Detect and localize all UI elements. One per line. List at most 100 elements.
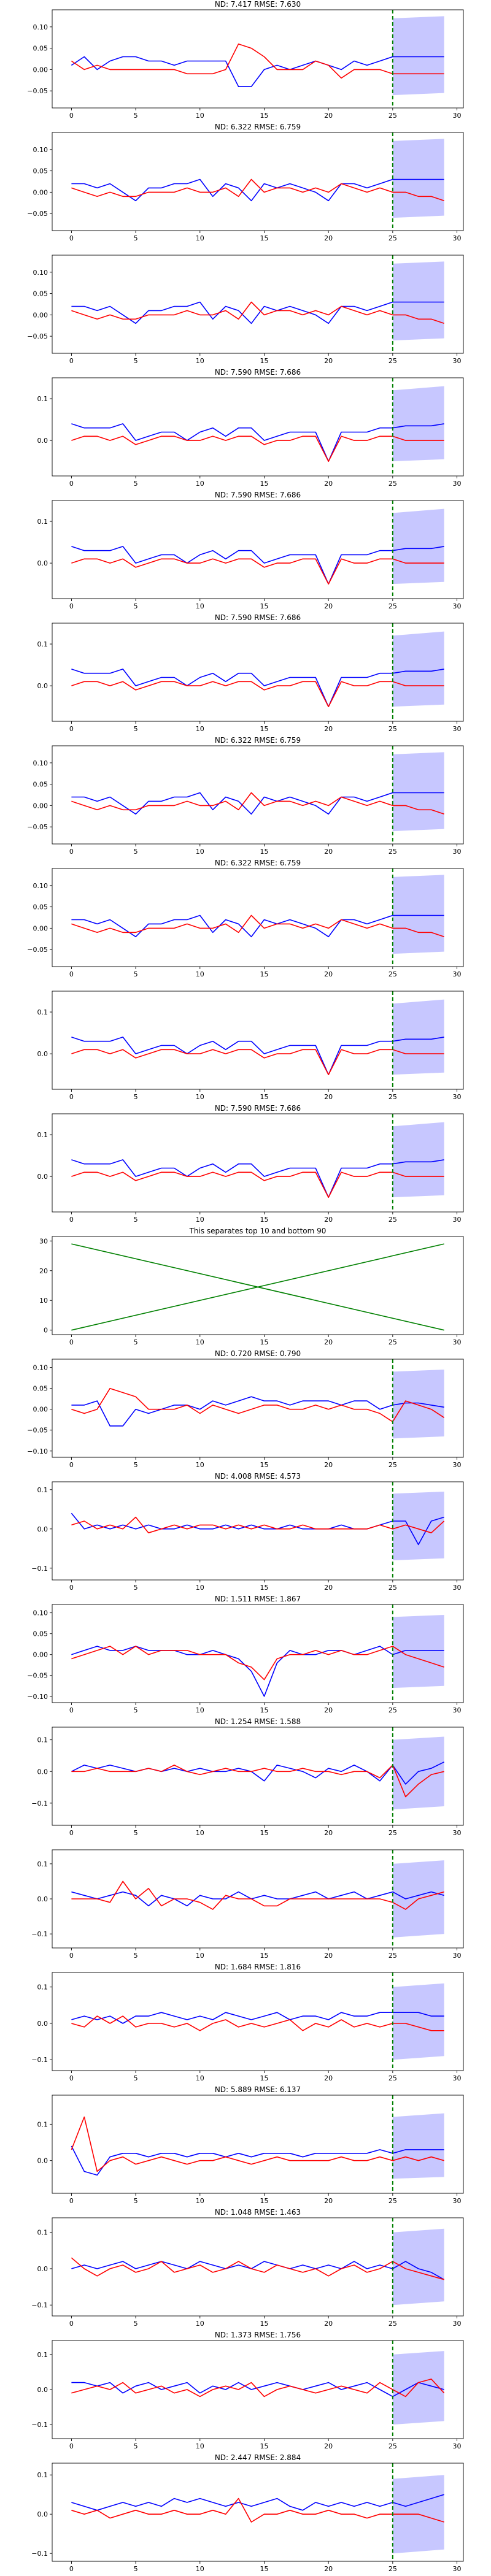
x-tick-label: 15 (260, 2565, 268, 2573)
y-tick-label: 0.10 (33, 23, 48, 31)
x-tick-label: 25 (389, 2320, 397, 2328)
x-tick-label: 10 (196, 2442, 204, 2450)
x-tick-label: 5 (134, 112, 138, 120)
y-tick-label: 0.1 (37, 1984, 48, 1991)
subplot-title: ND: 5.889 RMSE: 6.137 (215, 2085, 301, 2094)
x-tick-label: 20 (324, 2074, 333, 2082)
subplot-svg: ND: 4.008 RMSE: 4.573 −0.1 0.0 0.1 0 5 10 15 20 2… (31, 1472, 464, 1592)
series-line-2 (71, 1171, 444, 1198)
x-tick-label: 10 (196, 1584, 204, 1592)
subplot-2: ND: 6.322 RMSE: 6.759 −0.05 0.00 0.05 0.10 0 5… (0, 123, 491, 245)
x-tick-label: 0 (69, 1461, 74, 1469)
series-line-2 (71, 1765, 444, 1798)
series-line-2 (71, 178, 444, 202)
subplot-svg: −0.05 0.00 0.05 0.10 0 5 10 15 20 25 30 (27, 255, 464, 365)
subplot-svg: ND: 7.590 RMSE: 7.686 0.0 0.1 0 5 10 15 20 25 30 (37, 368, 464, 488)
y-tick-label: 20 (39, 1267, 48, 1275)
subplot-title: ND: 7.590 RMSE: 7.686 (215, 368, 301, 377)
y-tick-label: −0.05 (27, 210, 48, 218)
x-tick-label: 20 (324, 234, 333, 242)
x-tick-label: 30 (453, 357, 462, 365)
subplot-svg: ND: 1.373 RMSE: 1.756 −0.1 0.0 0.1 0 5 10 15 20 2… (31, 2331, 464, 2450)
x-tick-label: 10 (196, 970, 204, 978)
y-tick-label: −0.1 (31, 1800, 48, 1807)
subplot-title: ND: 6.322 RMSE: 6.759 (215, 736, 301, 745)
x-tick-label: 5 (134, 2320, 138, 2328)
series-line-1 (71, 2261, 444, 2280)
x-tick-label: 15 (260, 1584, 268, 1592)
x-tick-label: 5 (134, 602, 138, 610)
axes-frame (52, 2217, 464, 2317)
confidence-band (392, 2113, 444, 2179)
subplot-title: ND: 0.720 RMSE: 0.790 (215, 1349, 301, 1358)
x-tick-label: 20 (324, 2565, 333, 2573)
y-tick-label: 0.00 (33, 1651, 48, 1659)
x-tick-label: 25 (389, 2197, 397, 2205)
subplot-svg: ND: 6.322 RMSE: 6.759 −0.05 0.00 0.05 0.10 0 5… (27, 736, 464, 856)
axes-frame (52, 1236, 464, 1335)
x-tick-label: 5 (134, 1216, 138, 1224)
y-tick-label: 0.1 (37, 395, 48, 403)
x-tick-label: 30 (453, 1216, 462, 1224)
x-tick-label: 0 (69, 1584, 74, 1592)
x-tick-label: 0 (69, 2565, 74, 2573)
confidence-band (392, 631, 444, 707)
x-tick-label: 30 (453, 1584, 462, 1592)
y-tick-label: 30 (39, 1237, 48, 1245)
x-tick-label: 25 (389, 970, 397, 978)
subplot-21: ND: 2.447 RMSE: 2.884 −0.1 0.0 0.1 0 5 10 15 20 2… (0, 2453, 491, 2576)
y-tick-label: 0.0 (37, 2386, 48, 2394)
confidence-band (392, 1122, 444, 1198)
series-line-1 (71, 1396, 444, 1427)
subplot-svg: 0.0 0.1 0 5 10 15 20 25 30 (37, 991, 464, 1101)
x-tick-label: 5 (134, 1584, 138, 1592)
x-tick-label: 10 (196, 1093, 204, 1101)
series-line-2 (71, 1880, 444, 1910)
x-tick-label: 20 (324, 848, 333, 856)
x-tick-label: 0 (69, 1706, 74, 1714)
y-tick-label: 0.00 (33, 188, 48, 196)
subplot-title: This separates top 10 and bottom 90 (189, 1227, 327, 1235)
axes-frame (52, 868, 464, 967)
subplot-1: ND: 7.417 RMSE: 7.630 −0.05 0.00 0.05 0.10 0 5… (0, 0, 491, 123)
x-tick-label: 25 (389, 2074, 397, 2082)
x-tick-label: 25 (389, 357, 397, 365)
subplot-7: ND: 6.322 RMSE: 6.759 −0.05 0.00 0.05 0.10 0 5… (0, 736, 491, 859)
x-tick-label: 15 (260, 970, 268, 978)
subplot-svg: ND: 7.590 RMSE: 7.686 0.0 0.1 0 5 10 15 20 25 30 (37, 491, 464, 610)
y-tick-label: 0.05 (33, 1385, 48, 1393)
x-tick-label: 15 (260, 112, 268, 120)
x-tick-label: 20 (324, 1216, 333, 1224)
x-tick-label: 20 (324, 480, 333, 488)
subplot-20: ND: 1.373 RMSE: 1.756 −0.1 0.0 0.1 0 5 10 15 20 2… (0, 2331, 491, 2453)
y-tick-label: 0.00 (33, 1406, 48, 1414)
confidence-band (392, 2351, 444, 2425)
subplot-5: ND: 7.590 RMSE: 7.686 0.0 0.1 0 5 10 15 20 25 30 (0, 491, 491, 613)
y-tick-label: 0.05 (33, 45, 48, 53)
confidence-band (392, 16, 444, 96)
series-line-2 (71, 1049, 444, 1075)
x-tick-label: 15 (260, 234, 268, 242)
y-tick-label: 0.10 (33, 882, 48, 890)
confidence-band (392, 1983, 444, 2060)
axes-frame (52, 500, 464, 599)
x-tick-label: 25 (389, 1216, 397, 1224)
axes-frame (52, 1359, 464, 1458)
x-tick-label: 25 (389, 1829, 397, 1837)
y-tick-label: 0.00 (33, 802, 48, 810)
subplot-12: ND: 0.720 RMSE: 0.790 −0.10 −0.05 0.00 0.05 0… (0, 1349, 491, 1472)
x-tick-label: 30 (453, 848, 462, 856)
x-tick-label: 20 (324, 112, 333, 120)
x-tick-label: 15 (260, 1952, 268, 1960)
subplot-title: ND: 1.048 RMSE: 1.463 (215, 2208, 301, 2217)
x-tick-label: 25 (389, 112, 397, 120)
y-tick-label: 0.0 (37, 437, 48, 445)
series-line-2 (71, 2116, 444, 2172)
y-tick-label: 0.1 (37, 2471, 48, 2479)
x-tick-label: 30 (453, 1338, 462, 1346)
series-line-1 (71, 669, 444, 707)
y-tick-label: −0.1 (31, 2056, 48, 2064)
x-tick-label: 25 (389, 725, 397, 733)
y-tick-label: 0.10 (33, 269, 48, 277)
